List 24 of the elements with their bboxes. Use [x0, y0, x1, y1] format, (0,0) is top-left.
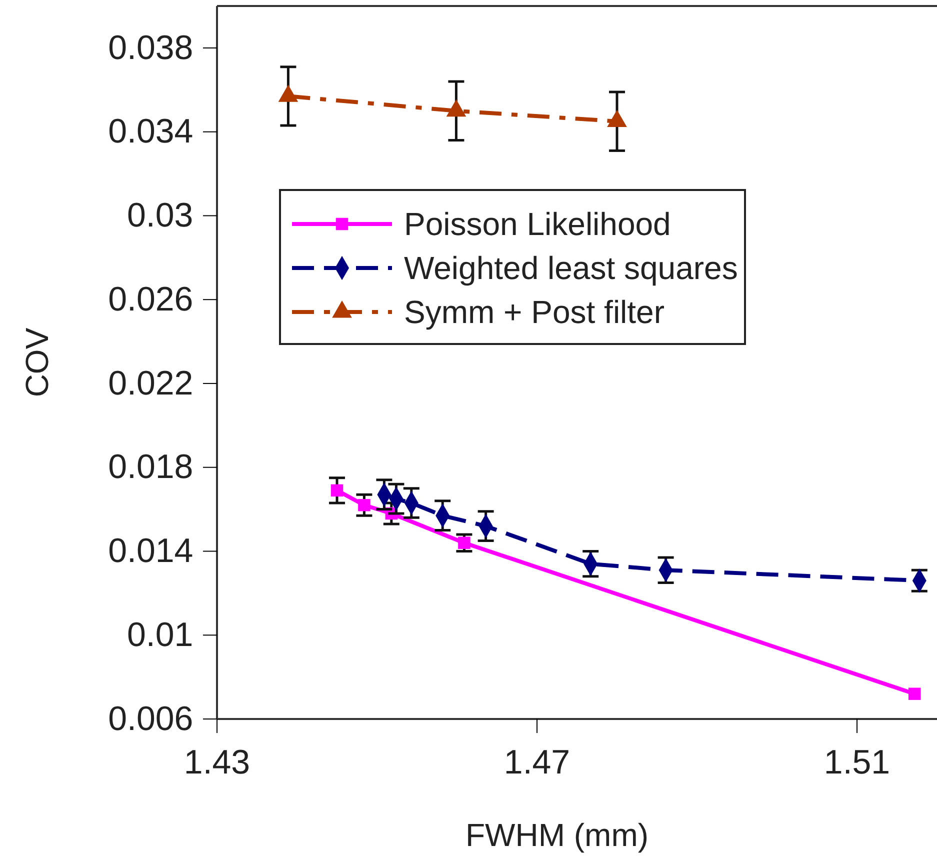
x-tick-label: 1.51 [824, 743, 890, 782]
y-tick-label: 0.018 [108, 448, 194, 486]
legend-label: Weighted least squares [404, 250, 738, 286]
point [330, 484, 344, 497]
legend-label: Symm + Post filter [404, 294, 665, 330]
x-tick-label: 1.43 [184, 743, 250, 782]
y-tick-label: 0.014 [108, 532, 194, 570]
y-tick-label: 0.022 [108, 364, 194, 402]
point [278, 84, 298, 102]
y-tick-label: 0.026 [108, 280, 194, 318]
y-tick-label: 0.034 [108, 112, 194, 151]
y-axis-title: COV [19, 327, 55, 398]
x-tick-label: 1.47 [504, 743, 570, 782]
point [908, 688, 921, 700]
point [446, 99, 466, 117]
point [458, 536, 470, 549]
x-axis-title: FWHM (mm) [465, 817, 649, 853]
point [358, 498, 370, 512]
y-tick-label: 0.03 [127, 196, 194, 235]
point [607, 110, 627, 128]
legend-label: Poisson Likelihood [404, 206, 671, 242]
y-tick-label: 0.038 [108, 28, 194, 67]
y-tick-label: 0.006 [108, 700, 194, 738]
y-tick-label: 0.01 [127, 616, 194, 654]
